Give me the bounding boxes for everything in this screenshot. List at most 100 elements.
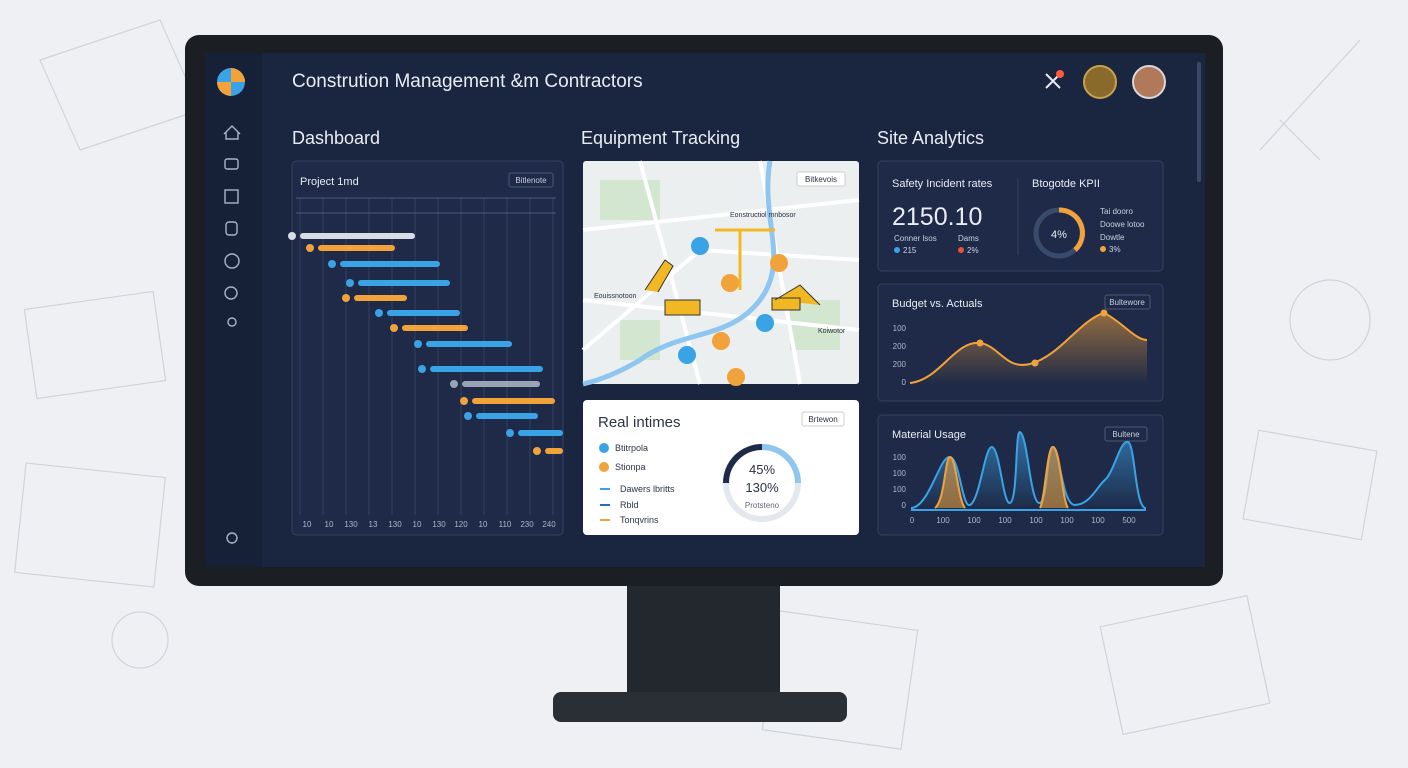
x-tick-label: 230: [520, 520, 534, 529]
legend-dot: [1100, 246, 1106, 252]
avatar[interactable]: [1083, 65, 1117, 99]
material-area: [911, 430, 1146, 511]
logo: [217, 68, 245, 96]
kpi-stat-label: Dams: [958, 234, 979, 243]
y-tick-label: 100: [893, 469, 907, 478]
map-label: Eouissnotoon: [594, 293, 637, 300]
nav-item[interactable]: [224, 189, 239, 204]
section-title: Dashboard: [292, 128, 380, 148]
legend-label: Tonqvrins: [620, 515, 659, 525]
gantt-dot: [418, 365, 426, 373]
card-button[interactable]: [508, 172, 554, 188]
sidebar: [205, 53, 262, 567]
card-button[interactable]: [801, 411, 845, 427]
gantt-bar: [318, 245, 395, 251]
x-tick-label: 130: [344, 520, 358, 529]
x-tick-label: 240: [542, 520, 556, 529]
gantt-bar: [472, 398, 555, 404]
avatar[interactable]: [1132, 65, 1166, 99]
kpi-stat-label: Conner lsos: [894, 234, 937, 243]
x-tick-label: 500: [1122, 516, 1136, 525]
card-title: Real intimes: [598, 414, 681, 431]
section-title: Equipment Tracking: [581, 128, 740, 148]
y-tick-label: 0: [902, 501, 907, 510]
card-button-label: Bitlenote: [515, 176, 547, 185]
gantt-bar: [358, 280, 450, 286]
gantt-bar: [518, 430, 563, 436]
gantt-bar: [476, 413, 538, 419]
x-tick-label: 13: [369, 520, 378, 529]
budget-line: [909, 311, 1148, 384]
gantt: 10 10 130 13 130 10 130 120 10 110 230 240: [288, 197, 563, 529]
nav-profile[interactable]: [227, 317, 237, 327]
kpi-stat-value: 2%: [967, 246, 979, 255]
timeline-card: [291, 160, 564, 536]
gantt-dot: [450, 380, 458, 388]
x-tick-label: 100: [1029, 516, 1043, 525]
legend-markers: [599, 443, 610, 521]
card-title: Project 1md: [300, 176, 359, 188]
card-button[interactable]: [1104, 426, 1148, 442]
gantt-bar: [387, 310, 460, 316]
scrollbar[interactable]: [1197, 62, 1201, 182]
nav-home[interactable]: [223, 125, 241, 140]
x-tick-label: 100: [1091, 516, 1105, 525]
x-tick-label: 10: [303, 520, 312, 529]
kpi-legend: Doowe lotoo: [1100, 220, 1145, 229]
point: [1031, 359, 1039, 367]
x-tick-label: 130: [388, 520, 402, 529]
kpi-title: Btogotde KPII: [1032, 178, 1100, 190]
gantt-dot: [342, 294, 350, 302]
y-tick-label: 100: [893, 453, 907, 462]
x-tick-label: 100: [998, 516, 1012, 525]
x-tick-label: 130: [432, 520, 446, 529]
gantt-dot: [414, 340, 422, 348]
x-tick-label: 120: [454, 520, 468, 529]
kpi-card: [877, 160, 1164, 272]
x-tick-label: 10: [479, 520, 488, 529]
card-button-label: Brtewon: [808, 415, 837, 424]
y-tick-label: 200: [893, 342, 907, 351]
map-label: Koiwotor: [818, 328, 846, 335]
kpi-gauge-value: 4%: [1051, 229, 1067, 241]
stat-dot: [958, 247, 964, 253]
gantt-dot: [533, 447, 541, 455]
gauge-caption: Protsteno: [745, 501, 780, 510]
gantt-bar: [426, 341, 512, 347]
card-button-label: Bultewore: [1109, 298, 1145, 307]
nav-item[interactable]: [225, 221, 238, 236]
nav-search[interactable]: [224, 286, 238, 300]
gantt-bar: [462, 381, 540, 387]
map-button[interactable]: [796, 171, 846, 187]
gantt-bar: [545, 448, 563, 454]
gantt-dot: [375, 309, 383, 317]
app-title: Constrution Management &m Contractors: [292, 71, 643, 92]
map-label: Eonstructiol mnbosor: [730, 212, 796, 219]
nav-user[interactable]: [226, 532, 238, 544]
legend-label: Rbld: [620, 500, 639, 510]
x-tick-label: 10: [413, 520, 422, 529]
gauge-value: 45%: [749, 462, 775, 477]
gantt-dot: [460, 397, 468, 405]
monitor-base: [553, 692, 847, 722]
x-tick-label: 100: [936, 516, 950, 525]
map-features: [581, 160, 860, 387]
point: [1100, 309, 1108, 317]
x-tick-label: 110: [499, 520, 512, 529]
gantt-dot: [306, 244, 314, 252]
stat-dot: [894, 247, 900, 253]
card-title: Material Usage: [892, 429, 966, 441]
x-tick-label: 0: [910, 516, 915, 525]
nav-item[interactable]: [224, 253, 240, 269]
gauge-secondary: 130%: [745, 480, 779, 495]
gantt-bar: [300, 233, 415, 239]
notifications[interactable]: [1045, 70, 1064, 89]
nav-item[interactable]: [224, 158, 239, 170]
kpi-legend: Tai dooro: [1100, 207, 1133, 216]
card-button-label: Bultene: [1112, 430, 1140, 439]
card-title: Budget vs. Actuals: [892, 298, 983, 310]
card-button[interactable]: [1104, 294, 1151, 310]
x-tick-label: 100: [967, 516, 981, 525]
kpi-title: Safety Incident rates: [892, 178, 993, 190]
